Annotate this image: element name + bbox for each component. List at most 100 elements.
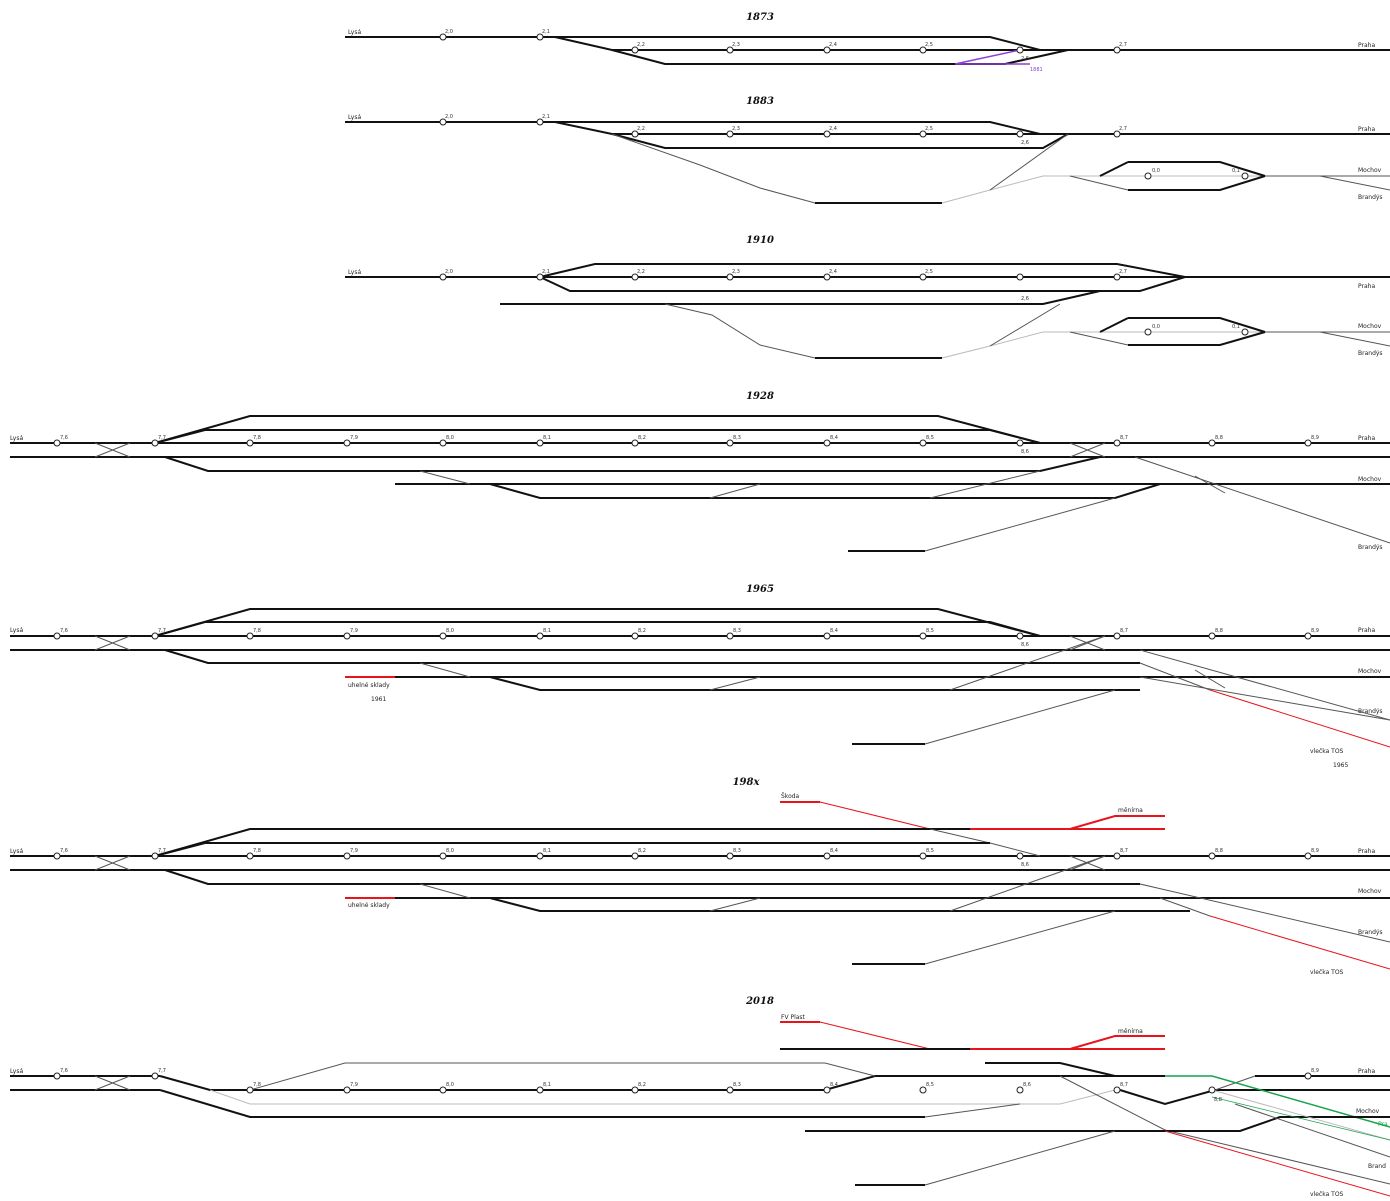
tracks-1910 xyxy=(345,263,1390,359)
station-marker xyxy=(1016,632,1024,640)
station-marker xyxy=(246,439,254,447)
dest-praha: Praha xyxy=(1358,283,1375,290)
km-label: 7,9 xyxy=(350,848,358,854)
station-marker xyxy=(823,46,831,54)
km-label: 2,0 xyxy=(445,29,453,35)
station-marker xyxy=(1208,632,1216,640)
station-marker xyxy=(1304,1072,1312,1080)
km-marks-1883: 2,0 2,1 2,2 2,3 2,4 2,5 2,6 2,7 0,0 0,1 xyxy=(439,114,1249,180)
siding-tos-label: vlečka TOS xyxy=(1310,1191,1344,1198)
km-label: 7,9 xyxy=(350,628,358,634)
dest-praha: Praha xyxy=(1358,1068,1375,1075)
km-label: 8,2 xyxy=(638,848,646,854)
dest-praha: Praha xyxy=(1358,126,1375,133)
station-marker xyxy=(53,852,61,860)
diagram-1883: 1883 Lysá Praha Mochov Brandýs 2,0 2,1 xyxy=(345,96,1390,204)
km-label: 2,2 xyxy=(637,126,645,132)
km-label: 8,3 xyxy=(733,435,741,441)
km-label: 8,1 xyxy=(543,848,551,854)
station-marker xyxy=(823,273,831,281)
km-label: 8,6 xyxy=(1023,1082,1031,1088)
station-marker xyxy=(53,632,61,640)
km-label: 0,1 xyxy=(1232,168,1240,174)
station-marker xyxy=(919,632,927,640)
diagram-198x: 198x Škoda měnírna Lysá Praha Mochov Bra… xyxy=(10,777,1390,976)
km-label: 8,3 xyxy=(733,628,741,634)
km-label: 2,3 xyxy=(732,126,740,132)
km-label: 7,7 xyxy=(158,1068,166,1074)
km-label: 8,5 xyxy=(926,1082,934,1088)
station-marker xyxy=(823,1086,831,1094)
station-marker xyxy=(536,33,544,41)
station-marker xyxy=(631,852,639,860)
fv-plast-label: FV Plast xyxy=(781,1014,806,1021)
km-label: 7,9 xyxy=(350,1082,358,1088)
station-marker xyxy=(1113,632,1121,640)
km-label: 8,8 xyxy=(1215,628,1223,634)
station-marker xyxy=(1241,172,1249,180)
dest-lysa: Lysá xyxy=(10,627,23,634)
station-marker xyxy=(1241,328,1249,336)
dest-mochov: Mochov xyxy=(1358,888,1382,895)
km-label: 2,0 xyxy=(445,269,453,275)
km-label: 2,6 xyxy=(1021,296,1029,302)
station-marker xyxy=(439,439,447,447)
diagram-1910: 1910 Lysá Praha Mochov Brandýs 2,0 2,1 xyxy=(345,235,1390,359)
km-marks-1965: 7,6 7,7 7,8 7,9 8,0 8,1 8,2 8,3 8,4 8,5 … xyxy=(53,628,1319,648)
km-label: 8,1 xyxy=(543,1082,551,1088)
station-marker xyxy=(53,1072,61,1080)
km-label: 8,7 xyxy=(1120,435,1128,441)
km-label: 2,2 xyxy=(637,269,645,275)
station-marker xyxy=(53,439,61,447)
km-label: 8,9 xyxy=(1311,848,1319,854)
km-label: 2,1 xyxy=(542,114,550,120)
station-marker xyxy=(823,632,831,640)
km-label: 7,8 xyxy=(253,435,261,441)
station-marker xyxy=(919,46,927,54)
km-label: 7,6 xyxy=(60,435,68,441)
station-marker xyxy=(919,852,927,860)
km-label: 8,2 xyxy=(638,435,646,441)
year-label-1910: 1910 xyxy=(746,235,774,246)
km-label: 8,5 xyxy=(926,435,934,441)
station-marker xyxy=(1208,852,1216,860)
dest-lysa: Lysá xyxy=(10,848,23,855)
km-marks-1928: 7,6 7,7 7,8 7,9 8,0 8,1 8,2 8,3 8,4 8,5 … xyxy=(53,435,1319,455)
km-label: 8,7 xyxy=(1120,848,1128,854)
km-label: 8,0 xyxy=(446,848,454,854)
station-marker xyxy=(919,439,927,447)
station-marker xyxy=(1144,172,1152,180)
station-marker xyxy=(1208,439,1216,447)
station-marker xyxy=(919,130,927,138)
purple-year-label: 1881 xyxy=(1030,67,1043,73)
station-marker xyxy=(1016,46,1024,54)
km-label: 2,0 xyxy=(445,114,453,120)
station-marker xyxy=(439,852,447,860)
km-label: 2,1 xyxy=(542,269,550,275)
station-marker xyxy=(1113,46,1121,54)
station-marker xyxy=(1113,1086,1121,1094)
station-marker xyxy=(823,439,831,447)
station-marker xyxy=(536,118,544,126)
station-marker xyxy=(343,632,351,640)
dest-lysa: Lysá xyxy=(348,269,361,276)
station-marker xyxy=(631,1086,639,1094)
km-label: 2,3 xyxy=(732,269,740,275)
station-marker xyxy=(1113,130,1121,138)
km-label: 7,6 xyxy=(60,628,68,634)
station-marker xyxy=(246,1086,254,1094)
km-label: 2,7 xyxy=(1119,269,1127,275)
tracks-1873 xyxy=(345,36,1390,65)
km-label: 8,9 xyxy=(1311,1068,1319,1074)
dest-mochov: Mochov xyxy=(1358,668,1382,675)
station-marker xyxy=(726,130,734,138)
dest-praha: Praha xyxy=(1358,435,1375,442)
coal-depot-label: uhelné sklady xyxy=(348,682,390,689)
station-marker xyxy=(536,1086,544,1094)
km-marks-1910: 2,0 2,1 2,2 2,3 2,4 2,5 2,6 2,7 0,0 0,1 xyxy=(439,269,1249,336)
km-label: 0,1 xyxy=(1232,324,1240,330)
station-marker xyxy=(1016,130,1024,138)
station-marker xyxy=(536,273,544,281)
station-marker xyxy=(631,46,639,54)
km-label: 8,9 xyxy=(1311,435,1319,441)
